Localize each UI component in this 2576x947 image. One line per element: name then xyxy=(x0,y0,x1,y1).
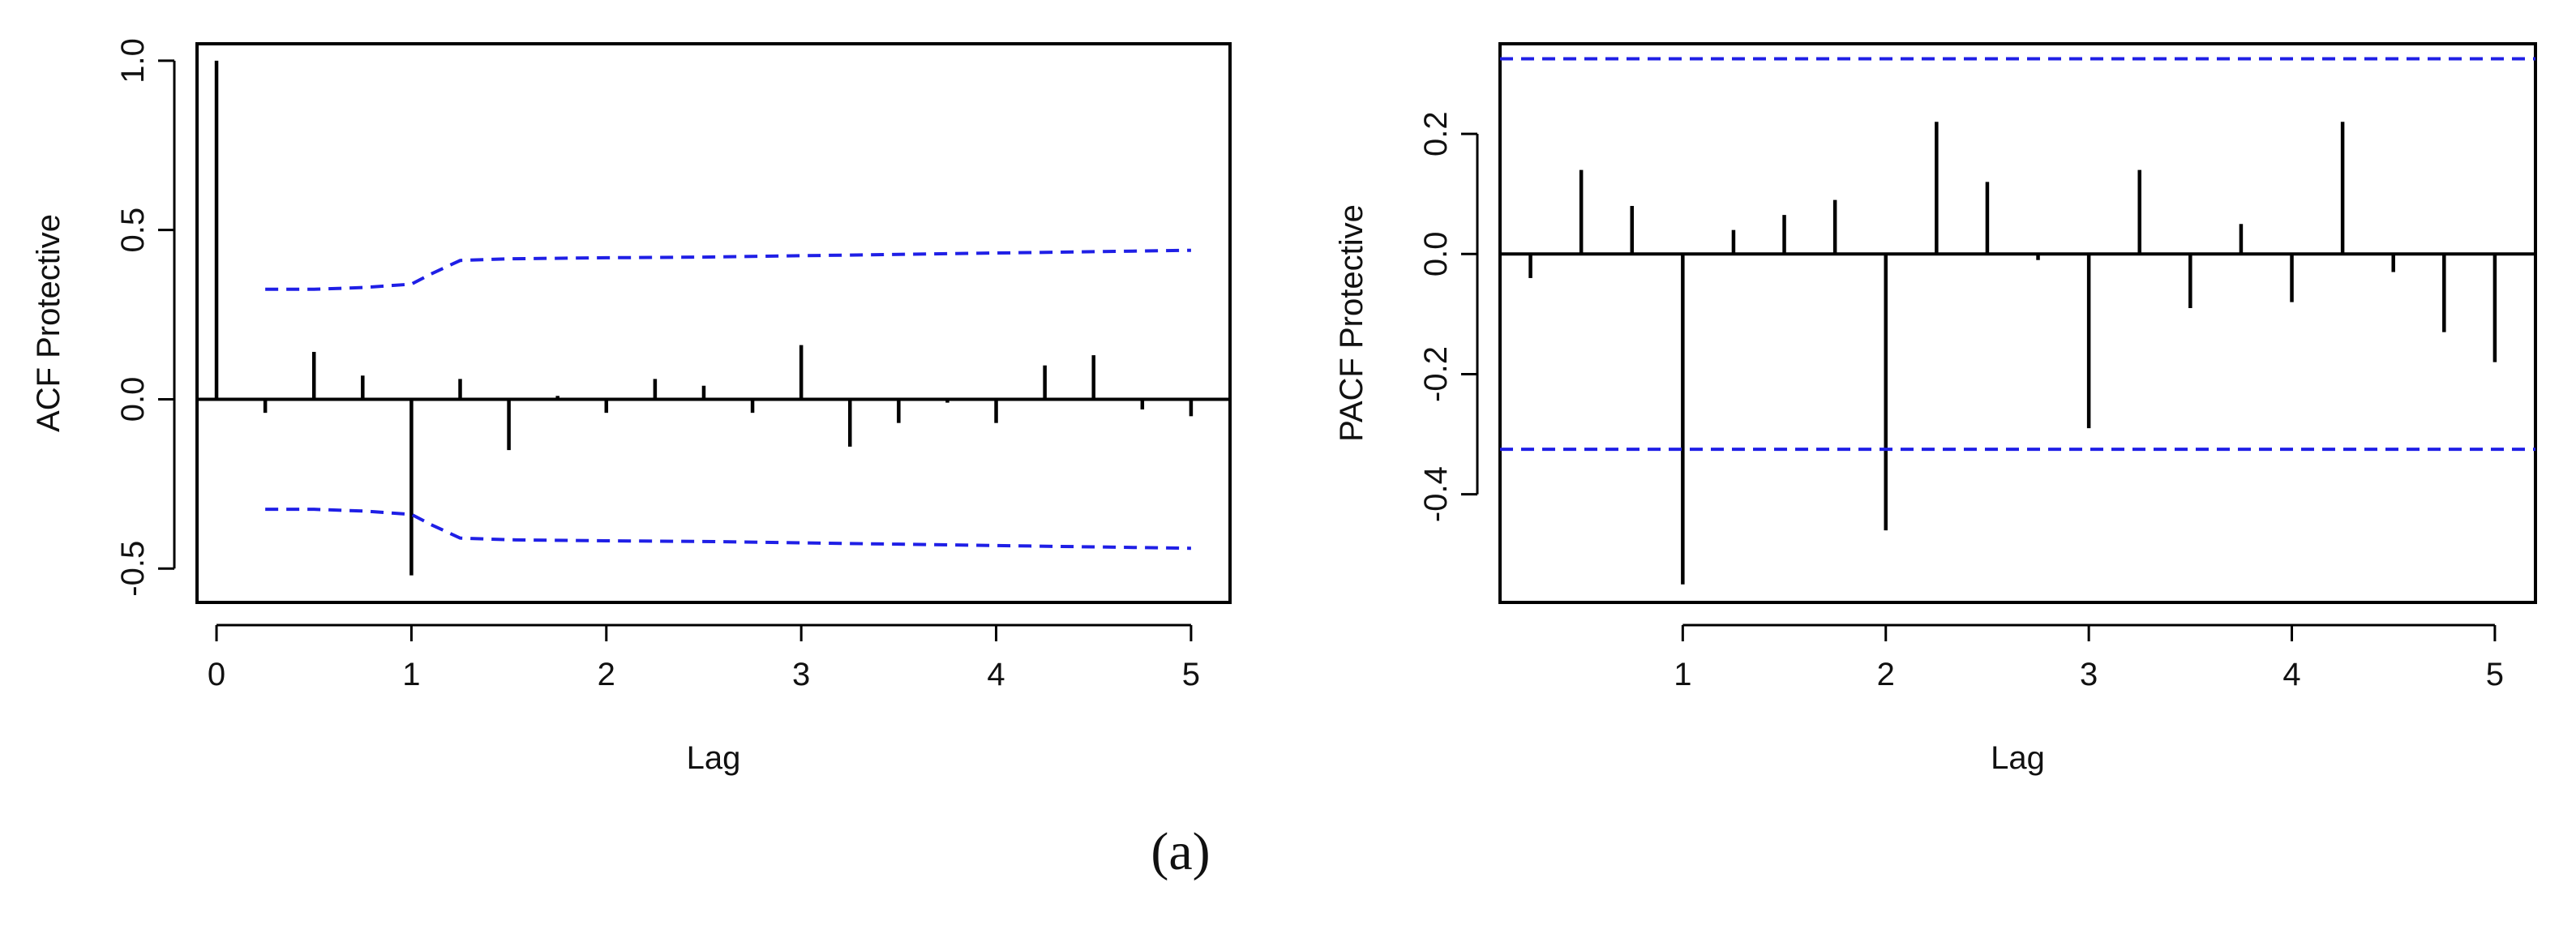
x-tick-label: 3 xyxy=(792,657,810,692)
y-tick-label: 0.0 xyxy=(115,377,151,422)
x-tick-label: 5 xyxy=(1182,657,1200,692)
x-tick-label: 1 xyxy=(1674,657,1691,692)
x-tick-label: 2 xyxy=(1877,657,1895,692)
x-tick-label: 4 xyxy=(987,657,1005,692)
y-tick-label: -0.2 xyxy=(1418,346,1454,402)
x-axis-label: Lag xyxy=(687,740,741,776)
x-tick-label: 0 xyxy=(208,657,225,692)
x-tick-label: 2 xyxy=(598,657,615,692)
y-tick-label: 0.5 xyxy=(115,208,151,253)
y-axis-label: ACF Protective xyxy=(31,214,66,432)
x-tick-label: 5 xyxy=(2486,657,2504,692)
y-tick-label: 0.0 xyxy=(1418,231,1454,276)
y-tick-label: 1.0 xyxy=(115,38,151,84)
x-tick-label: 1 xyxy=(402,657,420,692)
conf-band-upper xyxy=(265,248,1191,291)
y-tick-label: 0.2 xyxy=(1418,111,1454,156)
x-axis-label: Lag xyxy=(1991,740,2045,776)
figure-caption: (a) xyxy=(1151,822,1210,881)
pacf-panel: 1 2 3 4 5 -0.4 -0.2 0.0 0.2 Lag PACF Protective xyxy=(1334,42,2537,776)
y-tick-label: -0.5 xyxy=(115,541,151,597)
plot-frame xyxy=(195,42,1232,604)
conf-band-lower xyxy=(265,508,1191,551)
x-tick-label: 4 xyxy=(2282,657,2300,692)
y-axis-label: PACF Protective xyxy=(1334,204,1369,442)
acf-panel: 0 1 2 3 4 5 -0.5 0.0 0.5 1.0 Lag ACF Protective xyxy=(31,38,1232,776)
plot-frame xyxy=(1498,42,2537,604)
y-tick-label: -0.4 xyxy=(1418,466,1454,522)
x-tick-label: 3 xyxy=(2080,657,2098,692)
